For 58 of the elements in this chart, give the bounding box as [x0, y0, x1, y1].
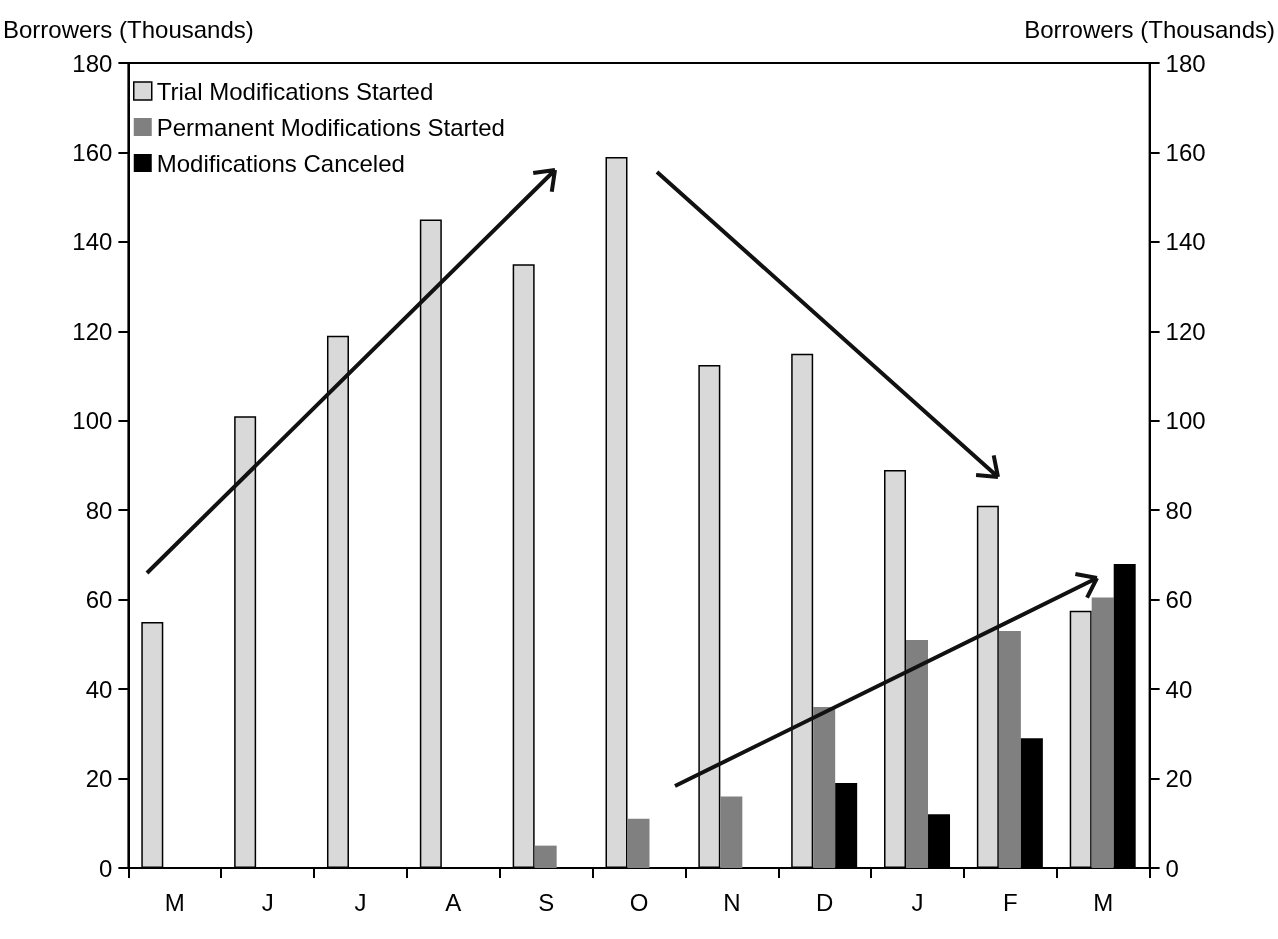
y2-tick-label: 120 — [1165, 317, 1206, 345]
x-tick-label: F — [1003, 888, 1018, 916]
x-tick-label: J — [911, 888, 924, 916]
bar — [512, 264, 535, 868]
y-tick-label: 20 — [85, 765, 113, 793]
y-axis-title: Borrowers (Thousands) — [3, 15, 254, 43]
bar — [627, 818, 650, 868]
bar — [1020, 738, 1043, 868]
x-tick-label: J — [261, 888, 274, 916]
legend-label: Permanent Modifications Started — [156, 113, 505, 141]
y-tick-label: 140 — [72, 228, 113, 256]
x-tick-label: J — [354, 888, 367, 916]
x-tick-label: S — [538, 888, 555, 916]
y2-tick-label: 40 — [1165, 675, 1193, 703]
y2-tick-label: 180 — [1165, 49, 1206, 77]
y-tick-label: 120 — [72, 317, 113, 345]
y-tick-label: 40 — [85, 675, 113, 703]
bar — [698, 364, 721, 868]
y2-tick-label: 20 — [1165, 765, 1193, 793]
y2-tick-label: 0 — [1165, 854, 1179, 882]
bar — [1069, 610, 1092, 868]
bar — [605, 156, 628, 868]
bar — [835, 783, 858, 868]
y2-tick-label: 100 — [1165, 407, 1206, 435]
x-tick-label: O — [629, 888, 649, 916]
bar — [534, 845, 557, 868]
x-tick-label: M — [164, 888, 185, 916]
legend-label: Modifications Canceled — [156, 149, 405, 177]
x-tick-label: N — [723, 888, 741, 916]
bar — [419, 219, 442, 868]
bar — [998, 630, 1021, 868]
y2-tick-label: 140 — [1165, 228, 1206, 256]
bar — [976, 505, 999, 868]
bar — [720, 796, 743, 868]
y-tick-label: 80 — [85, 496, 113, 524]
y2-tick-label: 80 — [1165, 496, 1193, 524]
y-tick-label: 160 — [72, 138, 113, 166]
y2-tick-label: 60 — [1165, 586, 1193, 614]
bar — [906, 639, 929, 868]
bar — [928, 814, 951, 868]
x-tick-label: D — [816, 888, 834, 916]
bar — [791, 353, 814, 868]
x-tick-label: A — [445, 888, 462, 916]
bar — [326, 335, 349, 868]
bar — [234, 416, 257, 868]
x-tick-label: M — [1093, 888, 1114, 916]
bar — [884, 469, 907, 868]
y2-axis-title: Borrowers (Thousands) — [1024, 15, 1275, 43]
y-tick-label: 180 — [72, 49, 113, 77]
legend-label: Trial Modifications Started — [156, 77, 434, 105]
y2-tick-label: 160 — [1165, 138, 1206, 166]
bar — [813, 707, 836, 868]
bar — [1091, 597, 1114, 868]
y-tick-label: 100 — [72, 407, 113, 435]
y-tick-label: 0 — [99, 854, 113, 882]
y-tick-label: 60 — [85, 586, 113, 614]
bar — [141, 622, 164, 868]
bar — [1113, 563, 1136, 868]
